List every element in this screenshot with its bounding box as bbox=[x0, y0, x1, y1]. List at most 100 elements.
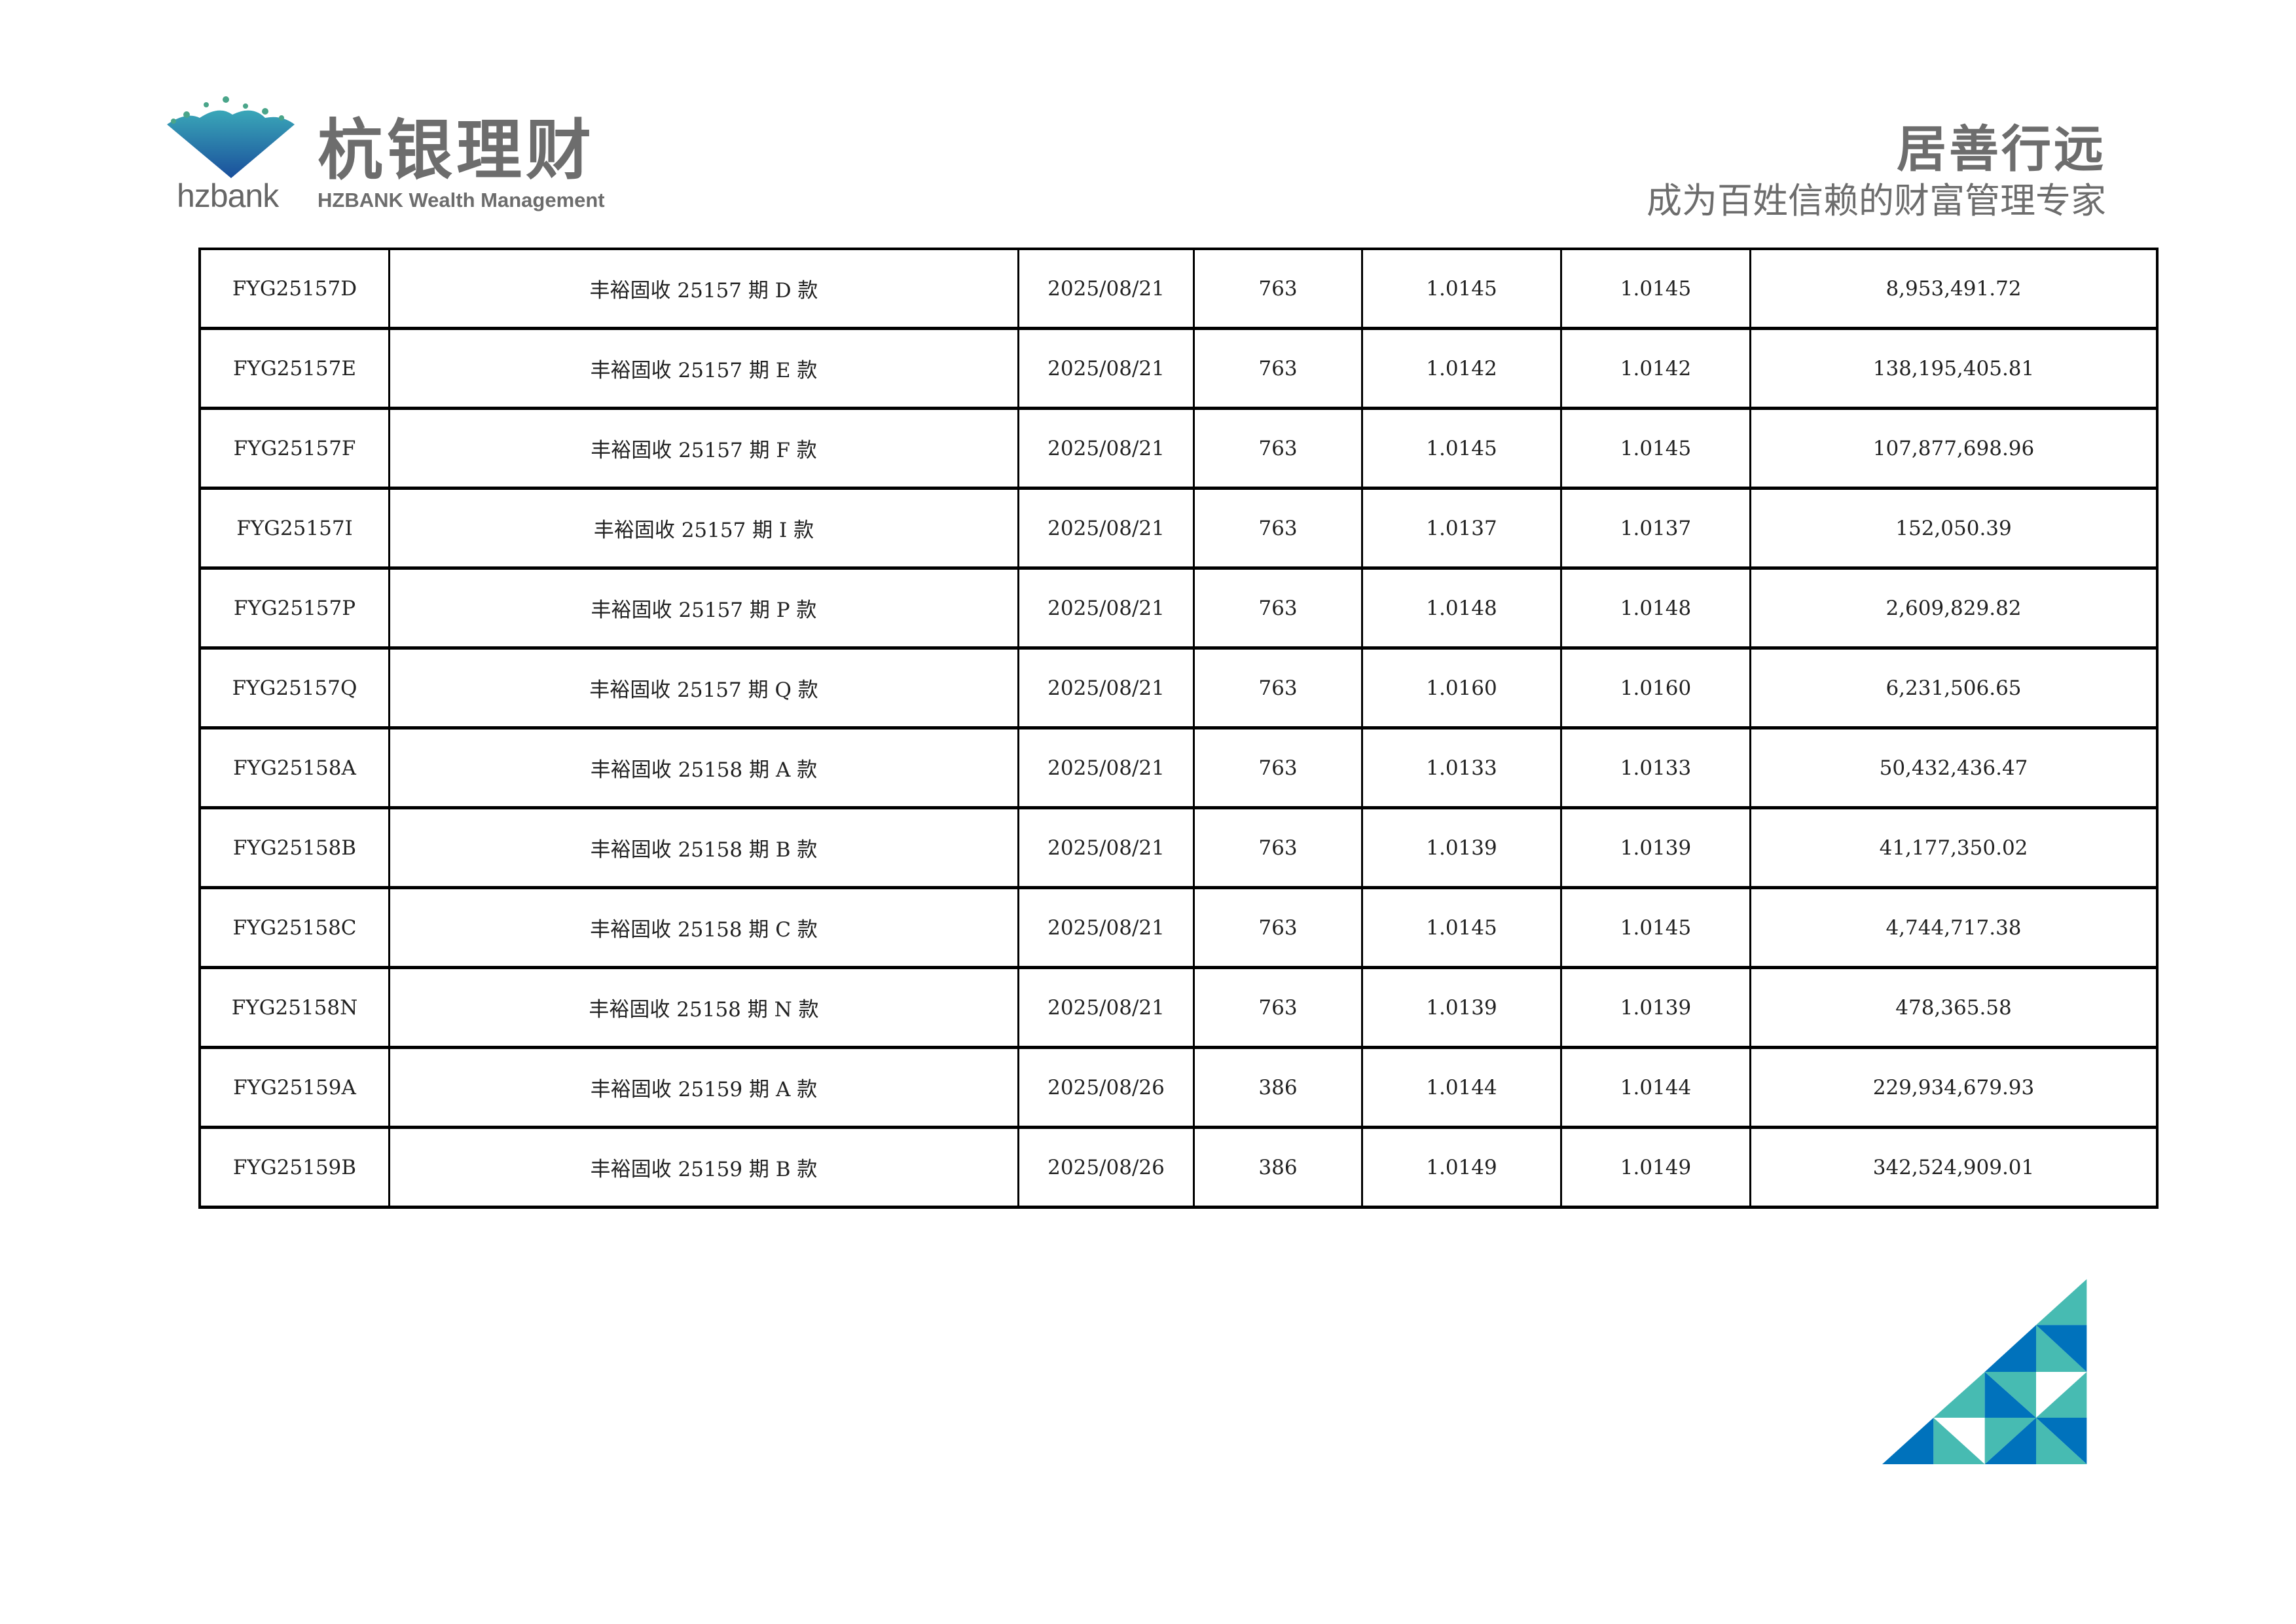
cell-product-name: 丰裕固收 25157 期 D 款 bbox=[388, 248, 1019, 329]
cell-product-code: FYG25157E bbox=[198, 327, 390, 409]
cell-product-name: 丰裕固收 25159 期 B 款 bbox=[388, 1126, 1019, 1208]
logo-text-cn: 杭银理财 bbox=[318, 112, 595, 189]
cell-product-name: 丰裕固收 25157 期 P 款 bbox=[388, 567, 1019, 649]
cell-date: 2025/08/21 bbox=[1017, 647, 1195, 729]
pattern-triangle bbox=[1882, 1418, 1934, 1464]
cell-date: 2025/08/21 bbox=[1017, 807, 1195, 889]
cell-days: 386 bbox=[1193, 1046, 1363, 1128]
cell-product-name: 丰裕固收 25158 期 A 款 bbox=[388, 727, 1019, 809]
logo-subtitle: HZBANK Wealth Management bbox=[318, 189, 605, 212]
cell-unit-nav: 1.0142 bbox=[1361, 327, 1562, 409]
cell-days: 763 bbox=[1193, 647, 1363, 729]
pattern-triangle bbox=[1984, 1372, 2036, 1418]
nav-table: FYG25157D 丰裕固收 25157 期 D 款 2025/08/21 763 1.… bbox=[198, 248, 2159, 1209]
cell-product-name: 丰裕固收 25158 期 N 款 bbox=[388, 967, 1019, 1048]
table-row: FYG25158C 丰裕固收 25158 期 C 款 2025/08/21 763 1.… bbox=[198, 887, 2159, 969]
cell-days: 386 bbox=[1193, 1126, 1363, 1208]
triangle-pattern-icon bbox=[1882, 1279, 2087, 1464]
slogan: 居善行远 成为百姓信赖的财富管理专家 bbox=[1647, 124, 2106, 219]
cell-product-code: FYG25157F bbox=[198, 407, 390, 489]
cell-cumulative-nav: 1.0139 bbox=[1560, 807, 1751, 889]
cell-days: 763 bbox=[1193, 407, 1363, 489]
cell-date: 2025/08/26 bbox=[1017, 1046, 1195, 1128]
cell-date: 2025/08/21 bbox=[1017, 727, 1195, 809]
hzbank-logo: hzbank 杭银理财 HZBANK Wealth Management bbox=[160, 92, 619, 223]
cell-amount: 107,877,698.96 bbox=[1749, 407, 2159, 489]
cell-amount: 229,934,679.93 bbox=[1749, 1046, 2159, 1128]
table-row: FYG25158B 丰裕固收 25158 期 B 款 2025/08/21 763 1.… bbox=[198, 807, 2159, 889]
pattern-triangle bbox=[2036, 1372, 2087, 1418]
cell-date: 2025/08/21 bbox=[1017, 487, 1195, 569]
table-row: FYG25157P 丰裕固收 25157 期 P 款 2025/08/21 763 1.… bbox=[198, 567, 2159, 649]
cell-amount: 4,744,717.38 bbox=[1749, 887, 2159, 969]
cell-unit-nav: 1.0145 bbox=[1361, 887, 1562, 969]
table-row: FYG25159A 丰裕固收 25159 期 A 款 2025/08/26 386 1.… bbox=[198, 1046, 2159, 1128]
cell-date: 2025/08/21 bbox=[1017, 567, 1195, 649]
cell-unit-nav: 1.0148 bbox=[1361, 567, 1562, 649]
cell-cumulative-nav: 1.0145 bbox=[1560, 248, 1751, 329]
cell-unit-nav: 1.0160 bbox=[1361, 647, 1562, 729]
logo-text-en: hzbank bbox=[177, 177, 279, 214]
table-row: FYG25159B 丰裕固收 25159 期 B 款 2025/08/26 386 1.… bbox=[198, 1126, 2159, 1208]
table-row: FYG25157D 丰裕固收 25157 期 D 款 2025/08/21 763 1.… bbox=[198, 248, 2159, 329]
cell-product-code: FYG25159B bbox=[198, 1126, 390, 1208]
slogan-main: 居善行远 bbox=[1897, 120, 2106, 178]
cell-product-code: FYG25159A bbox=[198, 1046, 390, 1128]
cell-amount: 478,365.58 bbox=[1749, 967, 2159, 1048]
cell-product-code: FYG25157I bbox=[198, 487, 390, 569]
cell-product-code: FYG25158B bbox=[198, 807, 390, 889]
cell-cumulative-nav: 1.0137 bbox=[1560, 487, 1751, 569]
cell-days: 763 bbox=[1193, 567, 1363, 649]
cell-product-code: FYG25157D bbox=[198, 248, 390, 329]
cell-product-name: 丰裕固收 25157 期 F 款 bbox=[388, 407, 1019, 489]
cell-cumulative-nav: 1.0145 bbox=[1560, 407, 1751, 489]
cell-product-name: 丰裕固收 25158 期 C 款 bbox=[388, 887, 1019, 969]
cell-date: 2025/08/21 bbox=[1017, 248, 1195, 329]
cell-days: 763 bbox=[1193, 248, 1363, 329]
cell-days: 763 bbox=[1193, 487, 1363, 569]
cell-unit-nav: 1.0144 bbox=[1361, 1046, 1562, 1128]
pattern-triangle bbox=[1933, 1372, 1985, 1418]
cell-unit-nav: 1.0137 bbox=[1361, 487, 1562, 569]
cell-unit-nav: 1.0149 bbox=[1361, 1126, 1562, 1208]
pattern-triangle bbox=[1984, 1372, 2036, 1418]
cell-days: 763 bbox=[1193, 967, 1363, 1048]
cell-days: 763 bbox=[1193, 807, 1363, 889]
cell-cumulative-nav: 1.0148 bbox=[1560, 567, 1751, 649]
cell-amount: 152,050.39 bbox=[1749, 487, 2159, 569]
cell-date: 2025/08/26 bbox=[1017, 1126, 1195, 1208]
cell-product-code: FYG25158C bbox=[198, 887, 390, 969]
cell-product-code: FYG25158A bbox=[198, 727, 390, 809]
cell-unit-nav: 1.0139 bbox=[1361, 967, 1562, 1048]
cell-cumulative-nav: 1.0139 bbox=[1560, 967, 1751, 1048]
cell-unit-nav: 1.0145 bbox=[1361, 407, 1562, 489]
cell-amount: 2,609,829.82 bbox=[1749, 567, 2159, 649]
table-row: FYG25157E 丰裕固收 25157 期 E 款 2025/08/21 763 1.… bbox=[198, 327, 2159, 409]
cell-date: 2025/08/21 bbox=[1017, 327, 1195, 409]
cell-product-code: FYG25158N bbox=[198, 967, 390, 1048]
cell-product-name: 丰裕固收 25157 期 I 款 bbox=[388, 487, 1019, 569]
table-row: FYG25158A 丰裕固收 25158 期 A 款 2025/08/21 763 1.… bbox=[198, 727, 2159, 809]
cell-product-code: FYG25157Q bbox=[198, 647, 390, 729]
pattern-triangle bbox=[2036, 1325, 2087, 1372]
cell-cumulative-nav: 1.0142 bbox=[1560, 327, 1751, 409]
cell-amount: 138,195,405.81 bbox=[1749, 327, 2159, 409]
cell-date: 2025/08/21 bbox=[1017, 887, 1195, 969]
pattern-triangle bbox=[1984, 1418, 2036, 1464]
pattern-triangle bbox=[1984, 1325, 2036, 1372]
pattern-triangle bbox=[2036, 1418, 2087, 1464]
cell-product-name: 丰裕固收 25157 期 E 款 bbox=[388, 327, 1019, 409]
slogan-sub: 成为百姓信赖的财富管理专家 bbox=[1647, 180, 2106, 221]
cell-amount: 6,231,506.65 bbox=[1749, 647, 2159, 729]
cell-unit-nav: 1.0145 bbox=[1361, 248, 1562, 329]
cell-product-name: 丰裕固收 25159 期 A 款 bbox=[388, 1046, 1019, 1128]
cell-product-name: 丰裕固收 25158 期 B 款 bbox=[388, 807, 1019, 889]
cell-amount: 41,177,350.02 bbox=[1749, 807, 2159, 889]
logo-diamond-icon bbox=[167, 96, 295, 178]
pattern-triangle bbox=[2036, 1418, 2087, 1464]
cell-days: 763 bbox=[1193, 887, 1363, 969]
pattern-triangle bbox=[2036, 1279, 2087, 1325]
cell-unit-nav: 1.0133 bbox=[1361, 727, 1562, 809]
cell-date: 2025/08/21 bbox=[1017, 967, 1195, 1048]
cell-amount: 50,432,436.47 bbox=[1749, 727, 2159, 809]
